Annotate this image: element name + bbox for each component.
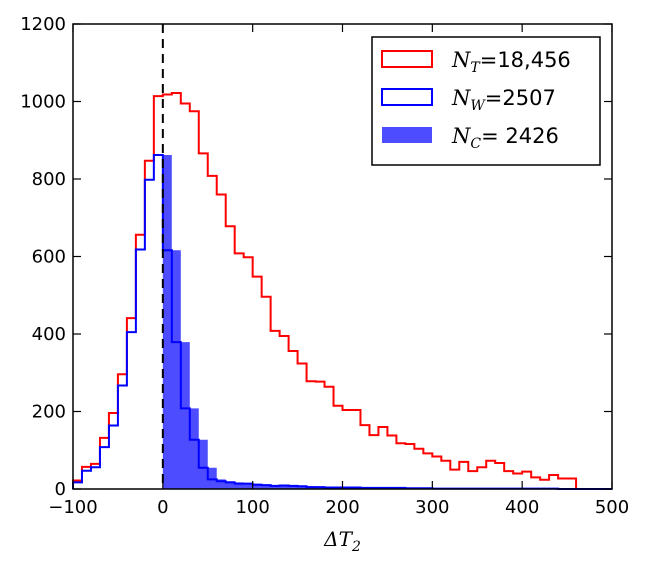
legend-label-main: N [451, 124, 471, 148]
x-tick-label: 300 [415, 497, 449, 518]
legend-label-value: =18,456 [480, 48, 571, 72]
y-tick-label: 800 [32, 169, 66, 190]
legend-label-value: = 2426 [481, 124, 559, 148]
legend-label-main: N [451, 86, 471, 110]
legend-swatch-c [382, 127, 432, 143]
x-tick-label: 100 [235, 497, 269, 518]
x-axis-label-sub: 2 [351, 539, 361, 555]
legend-label-sub: T [470, 60, 481, 76]
legend-label-w: NW=2507 [451, 86, 556, 114]
legend-label-c: NC= 2426 [451, 124, 559, 152]
x-tick-label: 200 [325, 497, 359, 518]
legend-label-sub: W [470, 98, 486, 114]
y-tick-label: 1200 [20, 14, 66, 35]
legend-label-t: NT=18,456 [451, 48, 571, 76]
x-tick-label: 0 [157, 497, 168, 518]
legend-label-sub: C [470, 136, 481, 152]
y-tick-label: 1000 [20, 92, 66, 113]
legend-label-value: =2507 [485, 86, 556, 110]
axes [72, 23, 613, 490]
y-tick-label: 600 [32, 247, 66, 268]
legend-label-main: N [451, 48, 471, 72]
y-tick-label: 0 [55, 479, 66, 500]
x-tick-label: 400 [505, 497, 539, 518]
legend-box [371, 36, 601, 166]
series-fill-c [162, 154, 613, 489]
x-tick-label: −100 [48, 497, 97, 518]
x-axis-label-main: ΔT [323, 527, 353, 551]
series-line-t [72, 91, 578, 489]
x-axis-label: ΔT2 [323, 527, 361, 555]
legend-swatch-w [381, 88, 433, 106]
tick-labels: −100 0 100 200 300 400 50002004006008001000120… [20, 14, 629, 518]
legend-swatch-t [381, 50, 433, 68]
y-tick-label: 200 [32, 402, 66, 423]
y-tick-label: 400 [32, 324, 66, 345]
x-tick-label: 500 [595, 497, 629, 518]
